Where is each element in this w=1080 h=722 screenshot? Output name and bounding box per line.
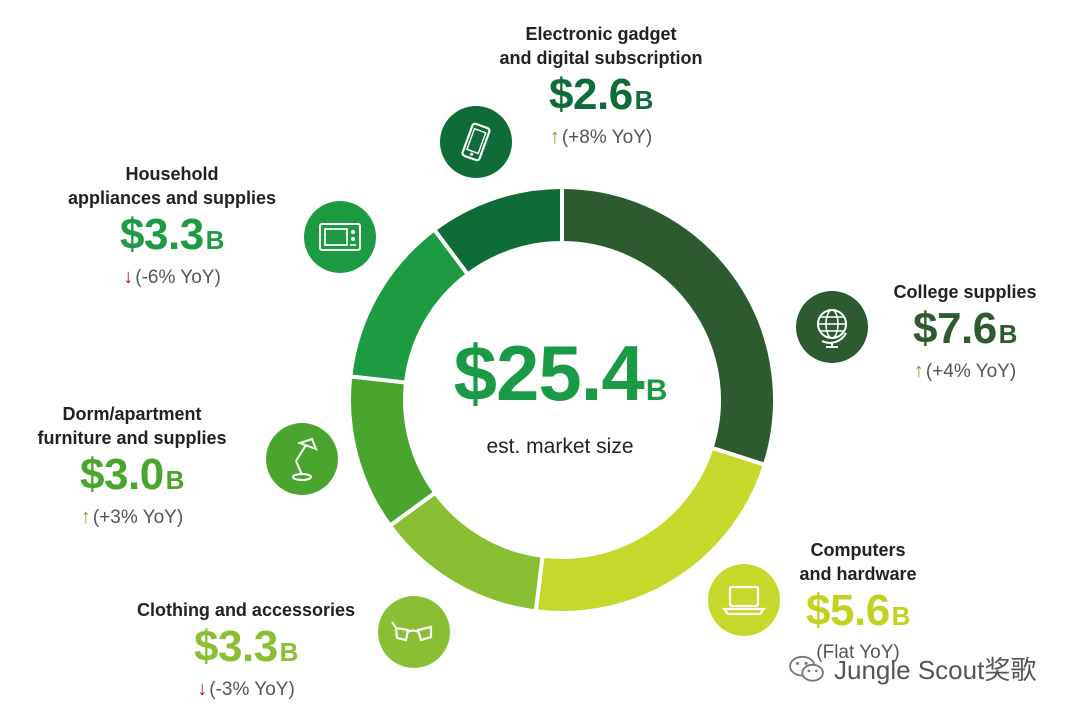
total-market: $25.4B est. market size [420, 330, 700, 460]
segment-value-unit: B [998, 319, 1018, 349]
segment-value: $7.6B [860, 304, 1070, 359]
segment-yoy-text: (Flat YoY) [816, 642, 900, 663]
segment-yoy: (Flat YoY) [768, 641, 948, 665]
segment-name-line: Clothing and accessories [136, 600, 356, 620]
desk-lamp-icon-badge [266, 423, 338, 495]
watermark: Jungle Scout奖歌 [788, 650, 1036, 687]
segment-value-number: $3.3 [120, 210, 204, 259]
segment-label-3: Dorm/apartment furniture and supplies $3.0… [10, 402, 254, 530]
segment-name-line: Computers [810, 540, 906, 560]
segment-name: Electronic gadget and digital subscriptio… [470, 22, 732, 70]
segment-value-number: $7.6 [913, 304, 997, 353]
segment-name: Dorm/apartment furniture and supplies [10, 402, 254, 450]
glasses-icon-badge [378, 596, 450, 668]
segment-value: $3.0B [10, 450, 254, 505]
wechat-icon [789, 655, 824, 682]
segment-value: $3.3B [110, 622, 382, 677]
segment-label-1: Computers and hardware $5.6B (Flat YoY) [768, 538, 948, 665]
segment-name-line: furniture and supplies [37, 428, 227, 448]
segment-yoy-text: (+8% YoY) [561, 127, 653, 148]
segment-value: $5.6B [768, 586, 948, 641]
down-arrow-icon: ↓ [123, 266, 134, 288]
segment-name-line: College supplies [893, 282, 1037, 302]
up-arrow-icon: ↑ [549, 126, 560, 148]
segment-yoy: ↓ (-3% YoY) [110, 677, 382, 702]
segment-name-line: Dorm/apartment [62, 404, 202, 424]
desk-lamp-icon [292, 437, 318, 481]
segment-name: Computers and hardware [768, 538, 948, 586]
segment-label-0: College supplies $7.6B ↑ (+4% YoY) [860, 280, 1070, 384]
smartphone-icon-badge [440, 106, 512, 178]
segment-value-unit: B [165, 465, 185, 495]
total-value-unit: B [645, 374, 668, 407]
segment-name: Clothing and accessories [110, 598, 382, 622]
segment-name-line: Household [125, 164, 219, 184]
laptop-icon-badge [708, 564, 780, 636]
microwave-icon-badge [304, 201, 376, 273]
segment-value-unit: B [205, 225, 225, 255]
smartphone-icon [461, 122, 491, 162]
laptop-icon [721, 585, 767, 616]
segment-yoy-text: (+3% YoY) [92, 507, 184, 528]
glasses-icon [391, 621, 433, 642]
segment-value-unit: B [279, 637, 299, 667]
segment-label-5: Electronic gadget and digital subscriptio… [470, 22, 732, 150]
segment-yoy-text: (+4% YoY) [925, 361, 1017, 382]
segment-yoy: ↑ (+3% YoY) [10, 505, 254, 530]
segment-value-number: $3.3 [194, 622, 278, 671]
segment-yoy-text: (-3% YoY) [209, 679, 295, 700]
segment-yoy: ↓ (-6% YoY) [40, 265, 304, 290]
segment-name-line: and hardware [799, 564, 917, 584]
segment-label-4: Household appliances and supplies $3.3B ↓ (-… [40, 162, 304, 290]
segment-yoy-text: (-6% YoY) [135, 267, 221, 288]
segment-name: College supplies [860, 280, 1070, 304]
segment-name-line: Electronic gadget [525, 24, 677, 44]
segment-value: $3.3B [40, 210, 304, 265]
segment-value-number: $3.0 [80, 450, 164, 499]
segment-label-2: Clothing and accessories $3.3B ↓ (-3% YoY) [110, 598, 382, 702]
segment-value: $2.6B [470, 70, 732, 125]
up-arrow-icon: ↑ [913, 360, 924, 382]
watermark-text: Jungle Scout奖歌 [834, 655, 1037, 685]
segment-name-line: appliances and supplies [67, 188, 277, 208]
segment-value-number: $2.6 [549, 70, 633, 119]
segment-yoy: ↑ (+4% YoY) [860, 359, 1070, 384]
donut-segment-5 [431, 184, 564, 278]
segment-yoy: ↑ (+8% YoY) [470, 125, 732, 150]
up-arrow-icon: ↑ [80, 506, 91, 528]
globe-icon-badge [796, 291, 868, 363]
total-value: $25.4B [420, 330, 700, 434]
total-label: est. market size [486, 435, 634, 458]
segment-name: Household appliances and supplies [40, 162, 304, 210]
segment-name-line: and digital subscription [499, 48, 703, 68]
globe-icon [817, 309, 847, 348]
segment-value-unit: B [891, 601, 911, 631]
segment-value-unit: B [634, 85, 654, 115]
segment-value-number: $5.6 [806, 586, 890, 635]
down-arrow-icon: ↓ [197, 678, 208, 700]
total-value-number: $25.4 [453, 329, 645, 417]
microwave-icon [319, 223, 361, 251]
